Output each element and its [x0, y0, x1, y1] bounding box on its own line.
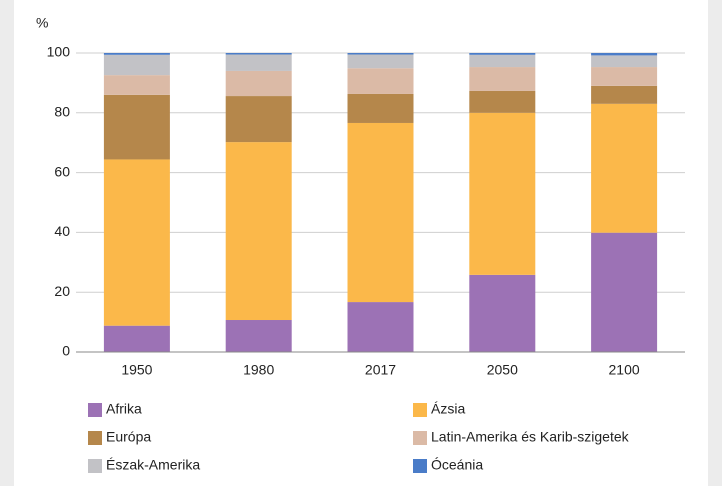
bar-segment [591, 67, 658, 86]
legend-label: Óceánia [431, 457, 483, 473]
bar-segment [469, 90, 536, 113]
bar-segment [469, 67, 536, 91]
legend-swatch [413, 431, 427, 445]
legend-label: Afrika [106, 401, 142, 417]
legend-swatch [88, 459, 102, 473]
bar-segment [347, 53, 414, 55]
legend-label: Ázsia [431, 401, 465, 417]
legend-swatch [88, 403, 102, 417]
y-tick-label: 80 [54, 104, 70, 120]
bar-segment [591, 232, 658, 352]
legend-label: Európa [106, 429, 151, 445]
bar-segment [469, 54, 536, 68]
y-tick-label: 100 [47, 44, 71, 60]
bar-segment [591, 53, 658, 56]
bar-segment [103, 53, 170, 55]
bar-segment [347, 122, 414, 303]
x-tick-label: 1950 [121, 362, 152, 378]
bar-segment [225, 53, 292, 55]
legend-swatch [413, 459, 427, 473]
bar-segment [591, 103, 658, 233]
y-tick-label: 0 [62, 343, 70, 359]
bar-segment [225, 54, 292, 71]
bar-segment [225, 70, 292, 97]
bar-segment [347, 68, 414, 94]
bar-segment [347, 302, 414, 352]
legend-label: Észak-Amerika [106, 457, 200, 473]
legend-swatch [413, 403, 427, 417]
bar-segment [347, 93, 414, 123]
bar-segment [103, 325, 170, 352]
y-tick-label: 20 [54, 283, 70, 299]
bar-segment [591, 55, 658, 68]
bar-segment [469, 274, 536, 352]
legend-swatch [88, 431, 102, 445]
y-tick-label: 40 [54, 223, 70, 239]
bar-segment [591, 85, 658, 104]
y-tick-label: 60 [54, 163, 70, 179]
bar-segment [103, 75, 170, 95]
x-tick-label: 1980 [243, 362, 274, 378]
bar-segment [225, 142, 292, 321]
bar-segment [103, 54, 170, 76]
y-axis-label: % [36, 15, 48, 31]
x-tick-label: 2017 [365, 362, 396, 378]
bar-segment [103, 159, 170, 326]
bar-segment [469, 53, 536, 55]
x-tick-label: 2100 [609, 362, 640, 378]
bar-segment [225, 96, 292, 143]
legend-label: Latin-Amerika és Karib-szigetek [431, 429, 630, 445]
x-tick-label: 2050 [487, 362, 518, 378]
bar-segment [103, 94, 170, 160]
bar-segment [469, 112, 536, 275]
bar-segment [225, 320, 292, 352]
bar-segment [347, 54, 414, 69]
